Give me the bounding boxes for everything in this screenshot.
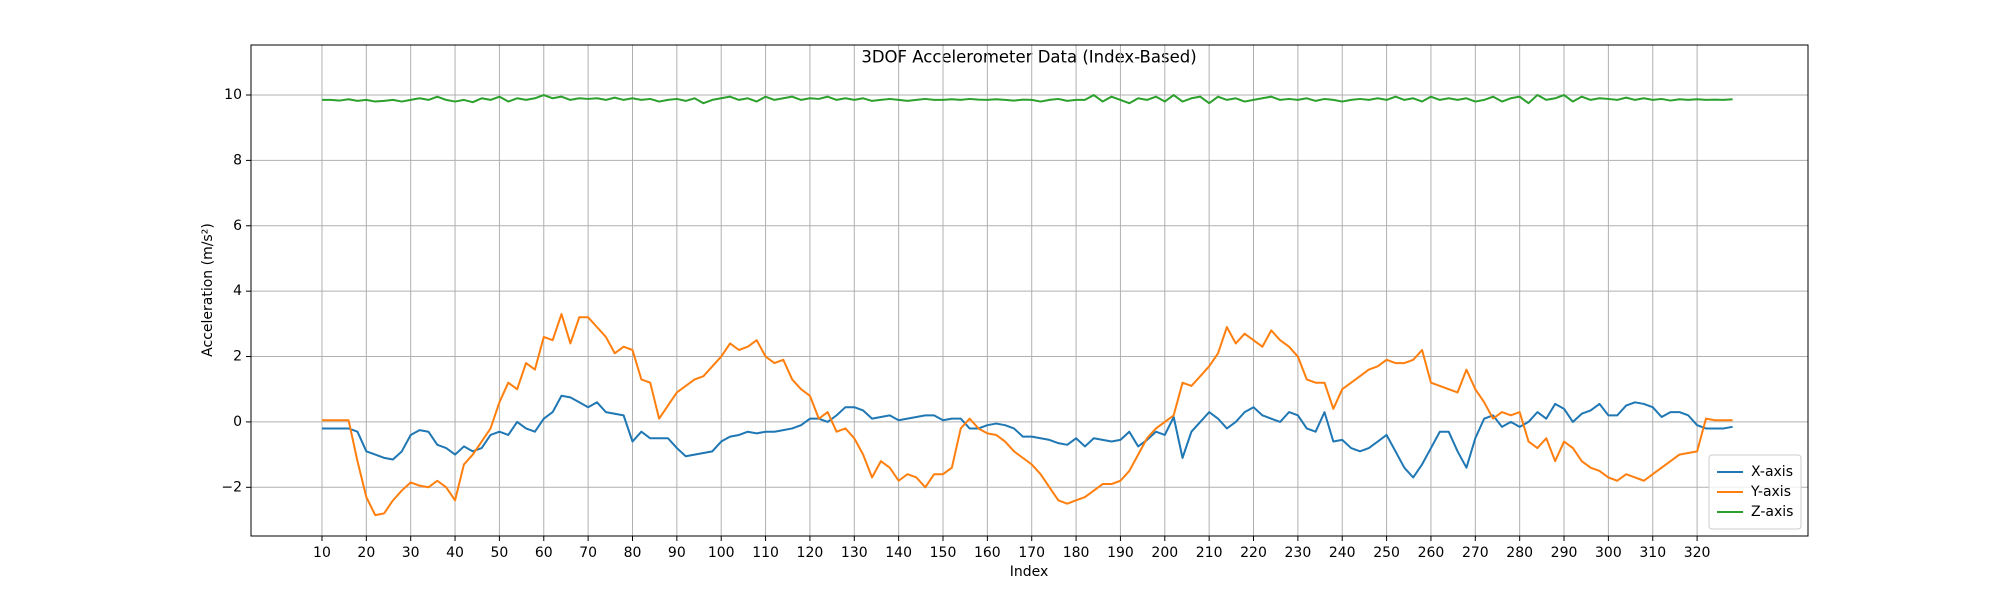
x-tick-label: 260 bbox=[1418, 545, 1445, 561]
y-tick-label: 0 bbox=[233, 414, 242, 430]
x-tick-label: 290 bbox=[1551, 545, 1578, 561]
x-axis-label: Index bbox=[1010, 564, 1049, 580]
x-tick-label: 270 bbox=[1462, 545, 1489, 561]
y-tick-label: 6 bbox=[233, 218, 242, 234]
y-tick-label: 10 bbox=[224, 87, 242, 103]
x-tick-label: 190 bbox=[1107, 545, 1134, 561]
plot-frame bbox=[250, 44, 1809, 537]
x-tick-label: 250 bbox=[1373, 545, 1400, 561]
x-tick-label: 240 bbox=[1329, 545, 1356, 561]
legend-box bbox=[1708, 454, 1802, 530]
legend-label: X-axis bbox=[1751, 464, 1793, 480]
x-tick-label: 220 bbox=[1240, 545, 1267, 561]
x-tick-label: 320 bbox=[1684, 545, 1711, 561]
x-tick-label: 110 bbox=[752, 545, 779, 561]
x-tick-label: 130 bbox=[841, 545, 868, 561]
x-tick-label: 170 bbox=[1018, 545, 1045, 561]
x-tick-label: 180 bbox=[1063, 545, 1090, 561]
x-tick-label: 230 bbox=[1285, 545, 1312, 561]
data-line bbox=[321, 313, 1733, 517]
y-axis-label: Acceleration (m/s²) bbox=[200, 223, 216, 357]
x-tick-label: 50 bbox=[490, 545, 508, 561]
y-tick-label: −2 bbox=[221, 479, 242, 495]
x-tick-label: 300 bbox=[1595, 545, 1622, 561]
y-tick-label: 8 bbox=[233, 152, 242, 168]
x-tick-label: 80 bbox=[624, 545, 642, 561]
x-tick-label: 30 bbox=[402, 545, 420, 561]
x-tick-label: 140 bbox=[885, 545, 912, 561]
chart-title: 3DOF Accelerometer Data (Index-Based) bbox=[861, 48, 1196, 67]
x-tick-label: 150 bbox=[930, 545, 957, 561]
x-tick-label: 100 bbox=[708, 545, 735, 561]
x-tick-label: 210 bbox=[1196, 545, 1223, 561]
data-line bbox=[321, 94, 1733, 105]
x-tick-label: 120 bbox=[797, 545, 824, 561]
x-tick-label: 310 bbox=[1639, 545, 1666, 561]
x-tick-label: 280 bbox=[1506, 545, 1533, 561]
x-tick-label: 70 bbox=[579, 545, 597, 561]
y-tick-label: 4 bbox=[233, 283, 242, 299]
x-tick-label: 20 bbox=[357, 545, 375, 561]
x-tick-label: 160 bbox=[974, 545, 1001, 561]
data-line bbox=[321, 394, 1733, 479]
x-tick-label: 60 bbox=[535, 545, 553, 561]
x-tick-label: 90 bbox=[668, 545, 686, 561]
legend-label: Z-axis bbox=[1751, 504, 1793, 520]
y-tick-label: 2 bbox=[233, 349, 242, 365]
x-tick-label: 200 bbox=[1151, 545, 1178, 561]
x-tick-label: 10 bbox=[313, 545, 331, 561]
legend-label: Y-axis bbox=[1750, 484, 1791, 500]
x-tick-label: 40 bbox=[446, 545, 464, 561]
